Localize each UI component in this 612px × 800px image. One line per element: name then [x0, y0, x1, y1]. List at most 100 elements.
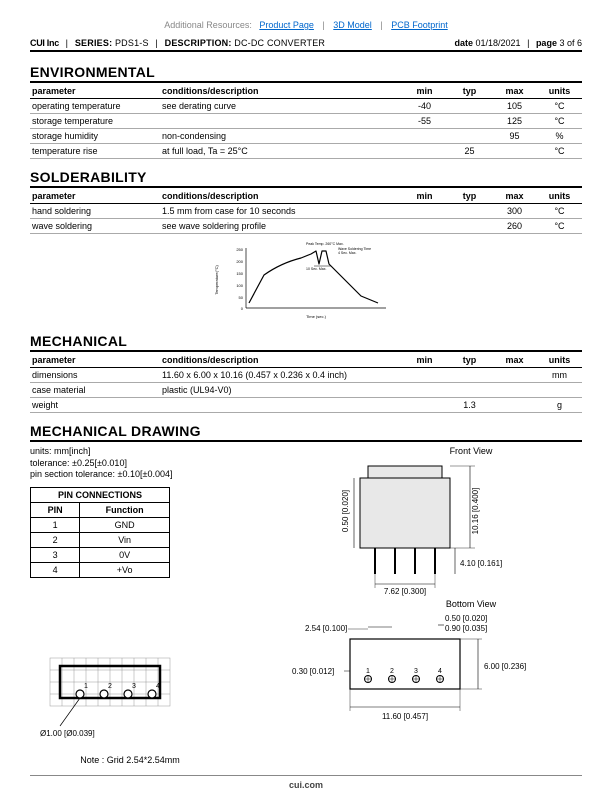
- svg-text:3: 3: [132, 683, 136, 690]
- cell: wave soldering: [30, 219, 160, 234]
- cell: g: [537, 398, 582, 413]
- cell: 0V: [80, 548, 170, 563]
- page-label: page: [536, 38, 557, 48]
- cell: case material: [30, 383, 160, 398]
- cell: [492, 144, 537, 159]
- column-header: max: [492, 83, 537, 99]
- cell: temperature rise: [30, 144, 160, 159]
- svg-text:10.16 [0.400]: 10.16 [0.400]: [471, 488, 480, 535]
- svg-text:4.10 [0.161]: 4.10 [0.161]: [460, 559, 502, 568]
- table-row: 4+Vo: [31, 563, 170, 578]
- svg-text:Peak Temp. 260°C Max.: Peak Temp. 260°C Max.: [306, 242, 344, 246]
- cell: non-condensing: [160, 129, 402, 144]
- cell: [492, 383, 537, 398]
- table-row: operating temperaturesee derating curve-…: [30, 99, 582, 114]
- cell: [160, 114, 402, 129]
- cell: weight: [30, 398, 160, 413]
- column-header: parameter: [30, 83, 160, 99]
- 3d-model-link[interactable]: 3D Model: [333, 20, 372, 30]
- cell: dimensions: [30, 368, 160, 383]
- cell: 105: [492, 99, 537, 114]
- mechanical-drawing-heading: MECHANICAL DRAWING: [30, 423, 582, 442]
- svg-text:0.90 [0.035]: 0.90 [0.035]: [445, 624, 487, 633]
- cell: storage humidity: [30, 129, 160, 144]
- company-name: CUI Inc: [30, 38, 59, 48]
- footer-text: cui.com: [289, 780, 323, 790]
- svg-text:10 Sec. Max.: 10 Sec. Max.: [306, 267, 326, 271]
- cell: 300: [492, 204, 537, 219]
- svg-text:250: 250: [236, 247, 243, 252]
- link-separator: |: [322, 20, 324, 30]
- svg-text:150: 150: [236, 271, 243, 276]
- cell: +Vo: [80, 563, 170, 578]
- cell: storage temperature: [30, 114, 160, 129]
- units-note: units: mm[inch]: [30, 446, 230, 458]
- svg-text:0.50 [0.020]: 0.50 [0.020]: [445, 614, 487, 623]
- tolerance-note: tolerance: ±0.25[±0.010]: [30, 458, 230, 470]
- solderability-heading: SOLDERABILITY: [30, 169, 582, 188]
- svg-text:3: 3: [414, 668, 418, 675]
- pcb-footprint-link[interactable]: PCB Footprint: [391, 20, 448, 30]
- cell: at full load, Ta = 25°C: [160, 144, 402, 159]
- front-view-label: Front View: [360, 446, 582, 456]
- svg-text:4: 4: [438, 668, 442, 675]
- cell: [537, 383, 582, 398]
- table-row: dimensions11.60 x 6.00 x 10.16 (0.457 x …: [30, 368, 582, 383]
- column-header: min: [402, 352, 447, 368]
- cell: 125: [492, 114, 537, 129]
- cell: see wave soldering profile: [160, 219, 402, 234]
- svg-text:Temperature(°C): Temperature(°C): [214, 265, 219, 295]
- table-row: case materialplastic (UL94-V0): [30, 383, 582, 398]
- cell: operating temperature: [30, 99, 160, 114]
- column-header: min: [402, 188, 447, 204]
- cell: °C: [537, 219, 582, 234]
- cell: [492, 368, 537, 383]
- cell: °C: [537, 99, 582, 114]
- solderability-table: parameterconditions/descriptionmintypmax…: [30, 188, 582, 234]
- table-row: 2Vin: [31, 533, 170, 548]
- date-label: date: [454, 38, 473, 48]
- svg-text:2.54 [0.100]: 2.54 [0.100]: [305, 624, 347, 633]
- column-header: typ: [447, 352, 492, 368]
- mechanical-table: parameterconditions/descriptionmintypmax…: [30, 352, 582, 413]
- svg-text:7.62 [0.300]: 7.62 [0.300]: [384, 587, 426, 596]
- drawing-tolerance-notes: units: mm[inch] tolerance: ±0.25[±0.010]…: [30, 446, 230, 481]
- cell: 95: [492, 129, 537, 144]
- top-resource-links: Additional Resources: Product Page | 3D …: [30, 20, 582, 30]
- column-header: Function: [80, 503, 170, 518]
- svg-text:0.50 [0.020]: 0.50 [0.020]: [341, 490, 350, 532]
- description-label: DESCRIPTION:: [165, 38, 232, 48]
- pin-diameter-text: Ø1.00 [Ø0.039]: [40, 729, 95, 738]
- series-value: PDS1-S: [115, 38, 149, 48]
- table-row: weight1.3g: [30, 398, 582, 413]
- wave-soldering-chart: 250 200 150 100 50 0 Peak Temp. 260°C Ma…: [30, 240, 582, 323]
- table-row: temperature riseat full load, Ta = 25°C 2…: [30, 144, 582, 159]
- cell: %: [537, 129, 582, 144]
- pin-connections-table: PIN CONNECTIONSPINFunction1GND2Vin30V4+V…: [30, 487, 170, 578]
- page-header-bar: CUI Inc | SERIES: PDS1-S | DESCRIPTION: …: [30, 38, 582, 52]
- table-row: hand soldering1.5 mm from case for 10 se…: [30, 204, 582, 219]
- cell: 25: [447, 144, 492, 159]
- cell: [402, 204, 447, 219]
- table-row: 1GND: [31, 518, 170, 533]
- grid-note: Note : Grid 2.54*2.54mm: [30, 755, 230, 765]
- cell: 3: [31, 548, 80, 563]
- column-header: units: [537, 352, 582, 368]
- cell: [447, 99, 492, 114]
- cell: °C: [537, 114, 582, 129]
- cell: [402, 144, 447, 159]
- column-header: units: [537, 83, 582, 99]
- cell: [160, 398, 402, 413]
- cell: see derating curve: [160, 99, 402, 114]
- column-header: PIN: [31, 503, 80, 518]
- svg-text:50: 50: [239, 295, 244, 300]
- cell: 2: [31, 533, 80, 548]
- svg-text:6.00 [0.236]: 6.00 [0.236]: [484, 662, 526, 671]
- product-page-link[interactable]: Product Page: [259, 20, 314, 30]
- cell: [402, 383, 447, 398]
- column-header: min: [402, 83, 447, 99]
- cell: 1: [31, 518, 80, 533]
- svg-text:4: 4: [156, 683, 160, 690]
- cell: [402, 398, 447, 413]
- svg-text:200: 200: [236, 259, 243, 264]
